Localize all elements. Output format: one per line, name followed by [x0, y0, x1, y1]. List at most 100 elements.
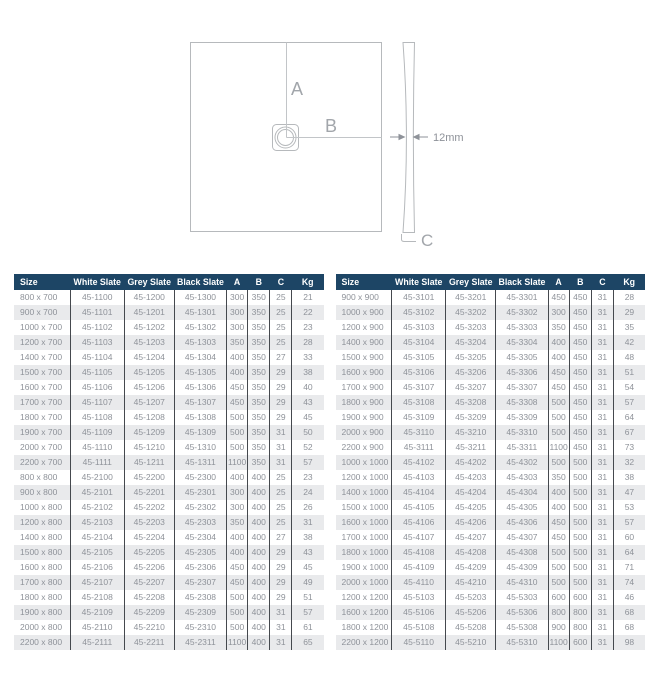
table-cell: 1500 x 800	[20, 547, 63, 557]
table-cell: 25	[269, 500, 292, 515]
table-cell: 29	[269, 395, 292, 410]
table-cell: 450	[226, 575, 248, 590]
table-cell: 31	[590, 530, 614, 545]
header-row: Size White Slate Grey Slate Black Slate A B C K…	[14, 274, 324, 290]
table-cell: 45-3205	[445, 350, 496, 365]
tray-side-profile	[402, 42, 416, 233]
table-cell: 38	[291, 530, 324, 545]
table-cell: 71	[612, 560, 645, 575]
table-cell: 29	[269, 590, 292, 605]
table-cell: 800	[547, 605, 570, 620]
table-cell: 31	[590, 485, 614, 500]
table-row: 900 x 900 45-3101 45-3201 45-3301 450 450 31 28	[336, 290, 645, 305]
table-cell: 450	[568, 410, 592, 425]
table-row: 1600 x 800 45-2106 45-2206 45-2306 450 400 29 4…	[14, 560, 324, 575]
table-cell: 45-4304	[495, 485, 549, 500]
table-cell: 400	[247, 485, 270, 500]
table-cell: 31	[590, 320, 614, 335]
table-cell: 400	[547, 485, 570, 500]
table-cell: 1800 x 1200	[341, 622, 389, 632]
table-cell: 31	[590, 605, 614, 620]
table-cell: 45-4208	[445, 545, 496, 560]
table-cell: 1100	[226, 635, 248, 650]
table-cell: 350	[247, 335, 270, 350]
table-cell: 400	[247, 605, 270, 620]
table-cell: 29	[612, 305, 645, 320]
table-row: 900 x 800 45-2101 45-2201 45-2301 300 400 25 24	[14, 485, 324, 500]
table-cell: 350	[247, 440, 270, 455]
table-cell: 61	[291, 620, 324, 635]
table-cell: 300	[226, 500, 248, 515]
table-cell: 350	[247, 365, 270, 380]
table-row: 2000 x 800 45-2110 45-2210 45-2310 500 400 31 6…	[14, 620, 324, 635]
table-cell: 1000 x 1000	[341, 457, 389, 467]
table-cell: 500	[568, 485, 592, 500]
table-row: 1700 x 1000 45-4107 45-4207 45-4307 450 500 31…	[336, 530, 645, 545]
table-cell: 900 x 700	[20, 307, 58, 317]
table-cell: 35	[612, 320, 645, 335]
table-cell: 45-3211	[445, 440, 496, 455]
table-cell: 31	[590, 620, 614, 635]
table-cell: 45-4205	[445, 500, 496, 515]
table-cell: 25	[269, 305, 292, 320]
table-cell: 45-3301	[495, 290, 549, 305]
table-cell: 31	[590, 425, 614, 440]
table-cell: 1200 x 900	[341, 322, 384, 332]
table-cell: 45-2305	[173, 545, 227, 560]
table-cell: 800	[568, 605, 592, 620]
table-cell: 45-2202	[123, 500, 175, 515]
table-cell: 45-3204	[445, 335, 496, 350]
table-cell: 1900 x 800	[20, 607, 63, 617]
table-row: 1700 x 800 45-2107 45-2207 45-2307 450 400 29 4…	[14, 575, 324, 590]
table-cell: 45-3309	[495, 410, 549, 425]
table-cell: 500	[568, 455, 592, 470]
table-cell: 2000 x 1000	[341, 577, 389, 587]
table-cell: 33	[291, 350, 324, 365]
table-row: 1000 x 900 45-3102 45-3202 45-3302 300 450 31 2…	[335, 305, 645, 320]
table-cell: 45-2205	[123, 545, 175, 560]
table-cell: 300	[226, 320, 248, 335]
table-cell: 45-4105	[391, 500, 446, 515]
table-cell: 45-3107	[391, 380, 446, 395]
table-cell: 45-4202	[445, 455, 496, 470]
table-cell: 45-1301	[173, 305, 227, 320]
table-cell: 400	[547, 350, 570, 365]
table-cell: 45-3303	[495, 320, 549, 335]
table-cell: 45-2208	[123, 590, 175, 605]
table-row: 1400 x 700 45-1104 45-1204 45-1304 400 350 27 3…	[14, 350, 324, 365]
table-cell: 43	[291, 545, 324, 560]
spec-table-right: Size White Slate Grey Slate Black Slate A B C K…	[335, 274, 645, 650]
table-cell: 45-1107	[69, 395, 125, 410]
table-cell: 450	[547, 380, 570, 395]
table-cell: 45-1108	[69, 410, 125, 425]
table-cell: 300	[226, 290, 248, 305]
table-cell: 45-2311	[173, 635, 227, 650]
table-cell: 45-3101	[391, 290, 446, 305]
table-cell: 450	[568, 290, 592, 305]
table-row: 800 x 700 45-1100 45-1200 45-1300 300 350 25 21	[14, 290, 324, 305]
table-cell: 29	[269, 410, 292, 425]
table-cell: 2200 x 700	[20, 457, 63, 467]
table-cell: 2200 x 800	[20, 637, 63, 647]
table-cell: 1200 x 700	[20, 337, 63, 347]
table-cell: 500	[226, 410, 248, 425]
table-cell: 45-3210	[445, 425, 496, 440]
table-cell: 45-2207	[123, 575, 175, 590]
table-cell: 31	[590, 410, 614, 425]
table-cell: 2200 x 900	[341, 442, 384, 452]
table-cell: 1400 x 800	[20, 532, 63, 542]
table-cell: 29	[269, 560, 292, 575]
table-cell: 64	[612, 410, 645, 425]
table-cell: 45-1306	[173, 380, 227, 395]
table-cell: 1000 x 700	[20, 322, 63, 332]
table-cell: 500	[547, 395, 570, 410]
table-cell: 1800 x 1000	[341, 547, 389, 557]
table-cell: 51	[612, 365, 645, 380]
table-cell: 45-3111	[391, 440, 446, 455]
table-cell: 900	[547, 620, 570, 635]
table-cell: 400	[247, 560, 270, 575]
table-cell: 1400 x 900	[341, 337, 384, 347]
table-cell: 45-5110	[391, 635, 446, 650]
table-cell: 45-3109	[391, 410, 446, 425]
table-cell: 45-4102	[391, 455, 446, 470]
